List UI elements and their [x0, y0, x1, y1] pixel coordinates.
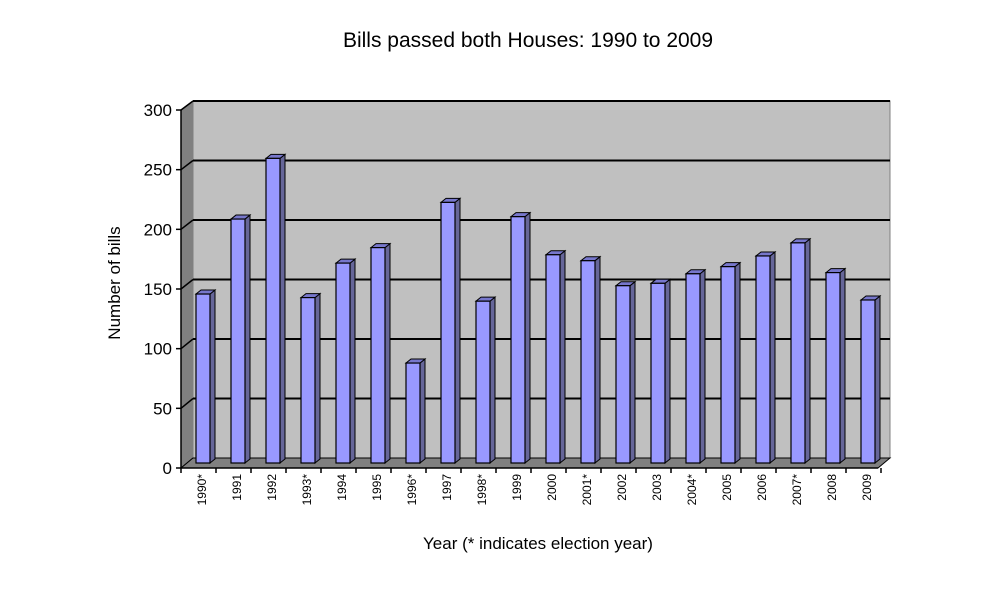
bar	[265, 157, 281, 464]
gridline-side	[180, 219, 194, 230]
bar-side	[594, 255, 601, 465]
x-tick-label: 2004*	[685, 474, 699, 506]
bar	[195, 293, 211, 464]
y-tick-label: 100	[144, 340, 172, 359]
bar-side	[419, 357, 426, 465]
y-tick-label: 300	[144, 101, 172, 120]
x-tick-label: 2002	[615, 474, 629, 501]
x-tick-label: 1999	[510, 474, 524, 501]
bar	[825, 272, 841, 464]
bar	[790, 242, 806, 464]
bar	[510, 216, 526, 464]
gridline-side	[180, 159, 194, 171]
bar	[300, 296, 316, 464]
bar	[615, 285, 631, 464]
y-tick-label: 150	[144, 280, 172, 299]
gridline-side	[180, 338, 194, 350]
bar-side	[349, 258, 356, 465]
bar	[335, 262, 351, 464]
bar-side	[279, 153, 286, 465]
x-tick-label: 2008	[825, 474, 839, 501]
bar-side	[769, 250, 776, 465]
x-tick-label: 2006	[755, 474, 769, 501]
x-axis-label: Year (* indicates election year)	[423, 534, 653, 553]
gridline-side	[180, 100, 194, 111]
x-tick-label: 1991	[230, 474, 244, 501]
bar-side	[839, 267, 846, 465]
floor	[179, 457, 892, 469]
bar	[860, 299, 876, 464]
gridline-side	[180, 397, 194, 409]
bar-side	[629, 280, 636, 465]
bar	[720, 266, 736, 464]
gridline-side	[180, 278, 194, 290]
bar	[650, 282, 666, 464]
bar-side	[804, 237, 811, 465]
x-tick-label: 2009	[860, 474, 874, 501]
bar	[580, 260, 596, 464]
x-tick-label: 1998*	[475, 474, 489, 506]
x-tick-label: 1993*	[300, 474, 314, 506]
bar	[475, 300, 491, 464]
x-tick-label: 1994	[335, 474, 349, 501]
bar	[755, 255, 771, 464]
x-tick-label: 1996*	[405, 474, 419, 506]
bar-side	[209, 288, 216, 465]
chart-title: Bills passed both Houses: 1990 to 2009	[343, 29, 713, 52]
bar-side	[699, 268, 706, 465]
bar-side	[244, 214, 251, 465]
x-tick-label: 2005	[720, 474, 734, 501]
y-axis-label: Number of bills	[105, 226, 124, 339]
x-tick-label: 1992	[265, 474, 279, 501]
bar	[405, 362, 421, 464]
bar	[685, 273, 701, 464]
bar-side	[734, 261, 741, 465]
x-tick-label: 1990*	[195, 474, 209, 506]
x-tick-label: 2000	[545, 474, 559, 501]
bar	[230, 218, 246, 464]
x-tick-label: 1997	[440, 474, 454, 501]
bar-side	[559, 249, 566, 465]
bar-side	[664, 278, 671, 465]
bar-side	[524, 211, 531, 465]
bar-side	[489, 296, 496, 465]
bar-side	[384, 242, 391, 465]
y-tick-label: 200	[144, 220, 172, 239]
x-tick-label: 2003	[650, 474, 664, 501]
x-tick-label: 2001*	[580, 474, 594, 506]
bar	[370, 247, 386, 464]
bar-side	[314, 292, 321, 465]
bar-side	[874, 294, 881, 465]
bar	[440, 201, 456, 464]
y-tick-label: 50	[153, 399, 172, 418]
y-tick-label: 250	[144, 161, 172, 180]
bar-side	[454, 197, 461, 465]
x-tick-label: 1995	[370, 474, 384, 501]
y-tick-label: 0	[163, 459, 172, 478]
bar	[545, 254, 561, 464]
x-tick-label: 2007*	[790, 474, 804, 506]
